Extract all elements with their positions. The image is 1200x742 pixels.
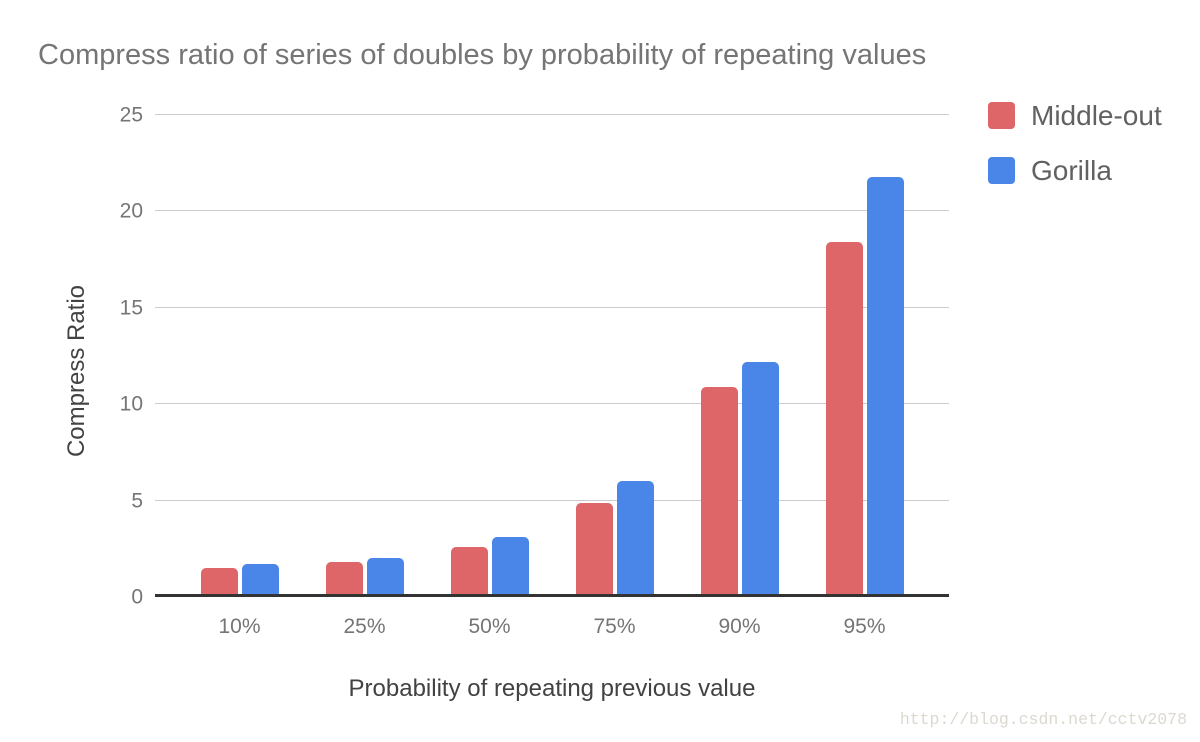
bar-middle-out-90%: [700, 386, 738, 597]
x-tick-label-95%: 95%: [843, 615, 886, 638]
y-axis-ticks: 0 5 10 15 20 25: [0, 105, 143, 608]
y-tick-label-20: 20: [119, 199, 143, 223]
y-axis-title: Compress Ratio: [63, 284, 90, 458]
bar-gorilla-25%: [366, 558, 404, 597]
bar-group-25%: [302, 115, 427, 597]
gridline-25: [155, 114, 949, 115]
legend-swatch-middle-out: [988, 102, 1015, 129]
bar-middle-out-10%: [200, 568, 238, 597]
y-tick-label-10: 10: [119, 392, 143, 416]
x-tick-label-50%: 50%: [468, 615, 511, 638]
x-axis-labels: 10% 25% 50% 75% 90% 95%: [177, 613, 927, 641]
gridline-10: [155, 403, 949, 405]
y-tick-label-15: 15: [119, 296, 143, 320]
bars-container: [177, 115, 927, 597]
bar-gorilla-95%: [866, 176, 904, 597]
bar-group-50%: [427, 115, 552, 597]
x-tick-label-25%: 25%: [343, 615, 386, 638]
x-axis-title: Probability of repeating previous value: [348, 675, 756, 702]
legend-item-gorilla: Gorilla: [988, 154, 1112, 186]
legend-label-gorilla: Gorilla: [1031, 154, 1112, 186]
bar-middle-out-95%: [825, 242, 863, 597]
bar-gorilla-50%: [491, 537, 529, 597]
bar-group-75%: [552, 115, 677, 597]
legend-item-middle-out: Middle-out: [988, 99, 1162, 131]
bar-middle-out-25%: [325, 562, 363, 597]
x-axis-line: [155, 594, 949, 597]
y-tick-label-5: 5: [131, 489, 143, 513]
x-tick-label-75%: 75%: [593, 615, 636, 638]
bar-middle-out-50%: [450, 546, 488, 597]
watermark-text: http://blog.csdn.net/cctv2078: [899, 710, 1187, 729]
bar-gorilla-90%: [741, 361, 779, 597]
y-tick-label-0: 0: [131, 585, 143, 609]
bar-gorilla-10%: [241, 564, 279, 597]
bar-group-95%: [802, 115, 927, 597]
legend-label-middle-out: Middle-out: [1031, 99, 1162, 131]
x-tick-label-90%: 90%: [718, 615, 761, 638]
bar-group-10%: [177, 115, 302, 597]
gridline-15: [155, 306, 949, 308]
bar-group-90%: [677, 115, 802, 597]
y-tick-label-25: 25: [119, 103, 143, 127]
plot-area: [155, 114, 949, 597]
legend-swatch-gorilla: [988, 157, 1015, 184]
gridline-20: [155, 210, 949, 212]
x-tick-label-10%: 10%: [218, 615, 261, 638]
chart-title: Compress ratio of series of doubles by p…: [38, 39, 927, 71]
gridline-5: [155, 499, 949, 501]
bar-middle-out-75%: [575, 502, 613, 597]
bar-gorilla-75%: [616, 481, 654, 597]
